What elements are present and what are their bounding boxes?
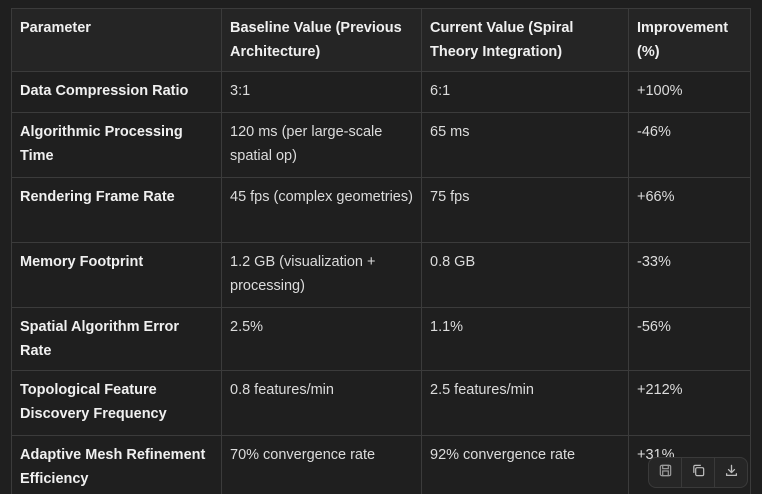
- cell-current: 2.5 features/min: [421, 370, 629, 436]
- cell-improvement: -46%: [628, 112, 751, 178]
- cell-parameter: Topological Feature Discovery Frequency: [11, 370, 222, 436]
- table-row: Rendering Frame Rate 45 fps (complex geo…: [11, 177, 751, 243]
- cell-improvement: +212%: [628, 370, 751, 436]
- cell-parameter: Data Compression Ratio: [11, 71, 222, 113]
- copy-icon: [691, 463, 706, 483]
- table-row: Topological Feature Discovery Frequency …: [11, 370, 751, 436]
- cell-improvement: +66%: [628, 177, 751, 243]
- cell-baseline: 70% convergence rate: [221, 435, 422, 494]
- cell-current: 65 ms: [421, 112, 629, 178]
- cell-baseline: 45 fps (complex geometries): [221, 177, 422, 243]
- header-improvement: Improvement (%): [628, 8, 751, 72]
- comparison-table: Parameter Baseline Value (Previous Archi…: [11, 8, 751, 494]
- table-header-row: Parameter Baseline Value (Previous Archi…: [11, 8, 751, 72]
- table-row: Data Compression Ratio 3:1 6:1 +100%: [11, 71, 751, 113]
- cell-current: 92% convergence rate: [421, 435, 629, 494]
- table-row: Memory Footprint 1.2 GB (visualization +…: [11, 242, 751, 308]
- cell-parameter: Memory Footprint: [11, 242, 222, 308]
- cell-improvement: -33%: [628, 242, 751, 308]
- cell-parameter: Algorithmic Processing Time: [11, 112, 222, 178]
- table-row: Spatial Algorithm Error Rate 2.5% 1.1% -…: [11, 307, 751, 371]
- header-parameter: Parameter: [11, 8, 222, 72]
- download-button[interactable]: [715, 458, 747, 487]
- cell-parameter: Rendering Frame Rate: [11, 177, 222, 243]
- cell-improvement: +100%: [628, 71, 751, 113]
- table-actions-toolbar: [648, 457, 748, 488]
- copy-button[interactable]: [682, 458, 715, 487]
- cell-current: 75 fps: [421, 177, 629, 243]
- cell-baseline: 2.5%: [221, 307, 422, 371]
- cell-baseline: 120 ms (per large-scale spatial op): [221, 112, 422, 178]
- cell-current: 0.8 GB: [421, 242, 629, 308]
- save-icon: [658, 463, 673, 483]
- table-row: Adaptive Mesh Refinement Efficiency 70% …: [11, 435, 751, 494]
- save-button[interactable]: [649, 458, 682, 487]
- download-icon: [724, 463, 739, 483]
- cell-current: 1.1%: [421, 307, 629, 371]
- table-row: Algorithmic Processing Time 120 ms (per …: [11, 112, 751, 178]
- cell-parameter: Adaptive Mesh Refinement Efficiency: [11, 435, 222, 494]
- cell-parameter: Spatial Algorithm Error Rate: [11, 307, 222, 371]
- cell-current: 6:1: [421, 71, 629, 113]
- header-baseline-value: Baseline Value (Previous Architecture): [221, 8, 422, 72]
- cell-baseline: 1.2 GB (visualization + processing): [221, 242, 422, 308]
- cell-baseline: 3:1: [221, 71, 422, 113]
- cell-improvement: -56%: [628, 307, 751, 371]
- cell-baseline: 0.8 features/min: [221, 370, 422, 436]
- header-current-value: Current Value (Spiral Theory Integration…: [421, 8, 629, 72]
